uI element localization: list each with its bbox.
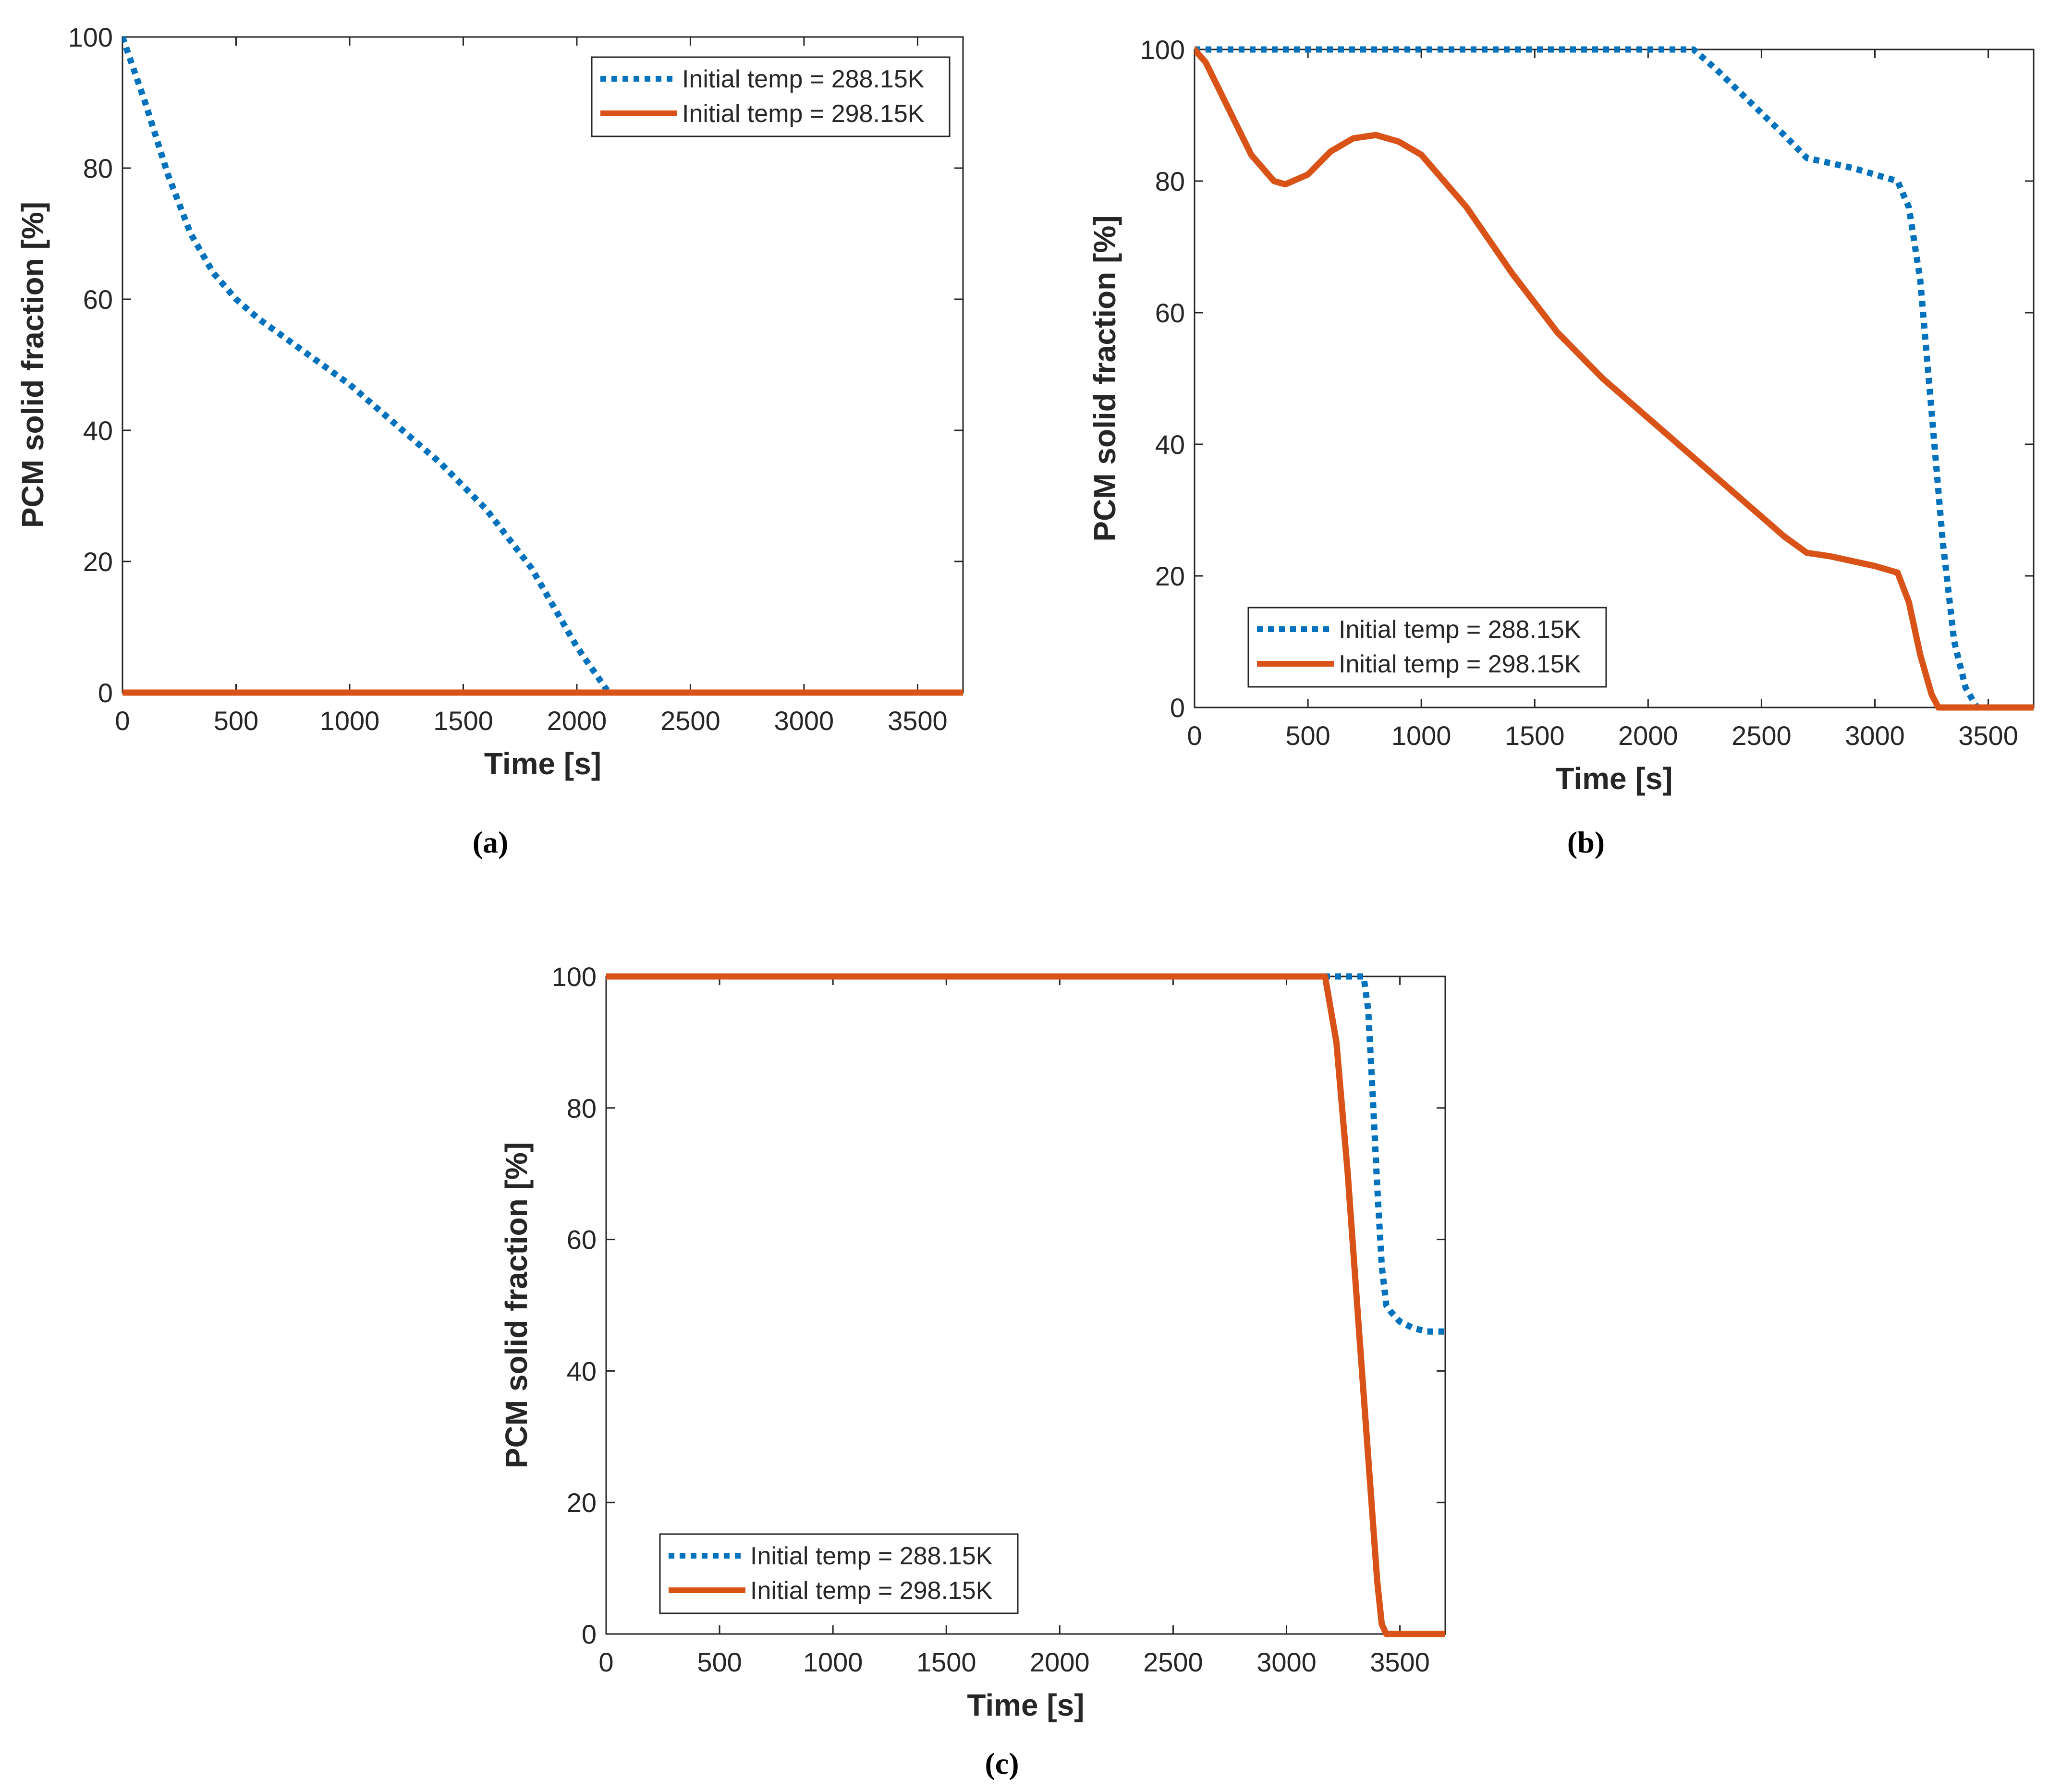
- x-tick-label: 3000: [1256, 1647, 1317, 1677]
- x-tick-label: 1500: [1505, 720, 1565, 751]
- legend-box: [659, 1533, 1019, 1614]
- x-tick-label: 2000: [1618, 720, 1678, 751]
- y-tick-label: 80: [83, 153, 113, 183]
- x-tick-label: 2000: [1030, 1647, 1090, 1677]
- legend-box: [591, 56, 951, 137]
- series-group: [606, 973, 1445, 1637]
- y-axis-label: PCM solid fraction [%]: [1087, 215, 1122, 541]
- x-tick-label: 2000: [547, 706, 607, 736]
- y-tick-label: 80: [567, 1093, 597, 1123]
- y-tick-label: 100: [552, 962, 597, 992]
- y-tick-label: 40: [1155, 429, 1185, 460]
- legend-label-2: Initial temp = 298.15K: [1339, 650, 1581, 678]
- y-tick-label: 0: [582, 1619, 597, 1649]
- x-tick-label: 0: [598, 1647, 613, 1677]
- legend-box: [1247, 607, 1607, 688]
- legend: Initial temp = 288.15K Initial temp = 298…: [659, 1533, 1019, 1614]
- x-tick-label: 0: [1187, 720, 1202, 751]
- x-tick-label: 1500: [433, 706, 493, 736]
- chart-panel-a: 0 500 1000 1500 2000 2500 3000 3500 0 20 40 60 80 100…: [15, 22, 964, 859]
- y-axis-label: PCM solid fraction [%]: [15, 202, 50, 528]
- series-line-1: [122, 36, 613, 695]
- y-tick-label: 20: [83, 547, 113, 577]
- x-tick-label: 1000: [803, 1647, 863, 1677]
- x-tick-label: 3000: [774, 706, 834, 736]
- legend-label-1: Initial temp = 288.15K: [750, 1542, 993, 1570]
- y-tick-label: 40: [567, 1356, 597, 1386]
- series-line-1: [606, 973, 1445, 1335]
- chart-panel-b: 0 500 1000 1500 2000 2500 3000 3500 0 20 40 60 80 100…: [1087, 35, 2035, 859]
- y-tick-label: 0: [98, 678, 113, 708]
- panel-caption: (c): [985, 1746, 1019, 1780]
- y-tick-label: 80: [1155, 166, 1185, 196]
- series-line-2: [1195, 46, 2034, 711]
- legend: Initial temp = 288.15K Initial temp = 298…: [1247, 607, 1607, 688]
- y-tick-label: 0: [1170, 693, 1185, 723]
- x-tick-label: 3000: [1845, 720, 1905, 751]
- chart-panel-c: 0 500 1000 1500 2000 2500 3000 3500 0 20 40 60 80 100…: [499, 962, 1446, 1780]
- y-tick-label: 100: [1140, 35, 1185, 65]
- x-tick-label: 2500: [660, 706, 720, 736]
- x-tick-label: 0: [115, 706, 130, 736]
- x-tick-label: 500: [697, 1647, 742, 1677]
- legend-label-1: Initial temp = 288.15K: [682, 65, 925, 93]
- legend-label-2: Initial temp = 298.15K: [750, 1577, 993, 1605]
- series-group: [122, 36, 963, 696]
- x-axis-label: Time [s]: [484, 746, 601, 781]
- x-tick-label: 500: [214, 706, 258, 736]
- y-tick-label: 20: [1155, 561, 1185, 591]
- x-tick-label: 2500: [1143, 1647, 1203, 1677]
- panel-caption: (b): [1567, 825, 1605, 859]
- y-tick-label: 100: [68, 22, 113, 52]
- x-tick-label: 3500: [1958, 720, 2018, 751]
- legend-label-1: Initial temp = 288.15K: [1339, 616, 1581, 644]
- x-tick-label: 1500: [916, 1647, 976, 1677]
- x-axis-label: Time [s]: [967, 1688, 1084, 1722]
- x-tick-label: 2500: [1732, 720, 1792, 751]
- y-tick-label: 60: [1155, 298, 1185, 328]
- series-group: [1195, 46, 2034, 711]
- series-line-2: [606, 973, 1445, 1637]
- plot-area-box: [1194, 49, 2035, 708]
- x-tick-label: 1000: [1391, 720, 1451, 751]
- y-tick-label: 60: [83, 284, 113, 315]
- y-tick-label: 60: [567, 1225, 597, 1255]
- x-tick-label: 3500: [1370, 1647, 1430, 1677]
- panel-caption: (a): [473, 825, 509, 859]
- y-axis-label: PCM solid fraction [%]: [499, 1142, 534, 1468]
- x-tick-label: 1000: [320, 706, 380, 736]
- x-tick-label: 500: [1285, 720, 1330, 751]
- series-line-1: [1195, 46, 2034, 711]
- x-tick-label: 3500: [888, 706, 948, 736]
- x-axis-label: Time [s]: [1555, 761, 1672, 796]
- y-tick-label: 40: [83, 415, 113, 446]
- chart-panels: 0 500 1000 1500 2000 2500 3000 3500020406080100…: [15, 22, 2035, 1780]
- legend-label-2: Initial temp = 298.15K: [682, 100, 925, 128]
- legend: Initial temp = 288.15K Initial temp = 298…: [591, 56, 951, 137]
- y-tick-label: 20: [567, 1487, 597, 1518]
